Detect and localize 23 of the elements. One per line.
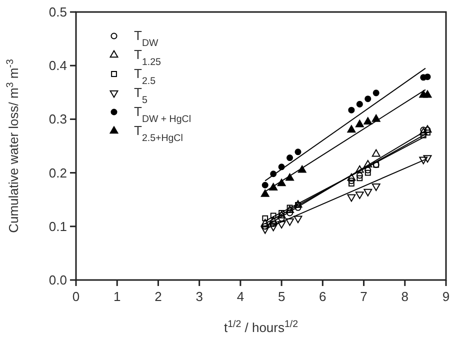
y-tick-label: 0.1 [48,218,67,234]
y-tick-label: 0.2 [48,165,67,180]
x-tick-label: 0 [72,289,80,304]
legend-label: T$_{1.25}$ [134,47,162,68]
x-tick-label: 9 [442,289,450,304]
y-tick-label: 0.0 [48,272,67,288]
y-tick-label: 0.3 [48,112,67,127]
legend-label: T$_{2.5}$ [134,66,156,86]
legend-label: T$_{DW}$ [134,28,159,48]
y-tick-label: 0.4 [48,58,67,74]
x-tick-label: 6 [319,289,326,304]
legend-label: T$_{2.5+HgCl}$ [134,123,183,144]
x-tick-label: 3 [196,289,203,304]
y-tick-label: 0.5 [48,4,67,20]
x-tick-label: 7 [360,289,368,304]
x-tick-label: 5 [278,289,286,304]
legend-label: T$_{5}$ [134,85,148,106]
legend-label: T$_{DW + HgCl}$ [134,104,191,124]
x-tick-label: 2 [154,289,162,304]
x-tick-label: 1 [113,289,121,304]
x-tick-label: 4 [236,289,244,304]
x-tick-label: 8 [401,289,409,304]
x-axis-title: t$^{1/2}$ / hours$^{1/2}$ [224,318,298,335]
